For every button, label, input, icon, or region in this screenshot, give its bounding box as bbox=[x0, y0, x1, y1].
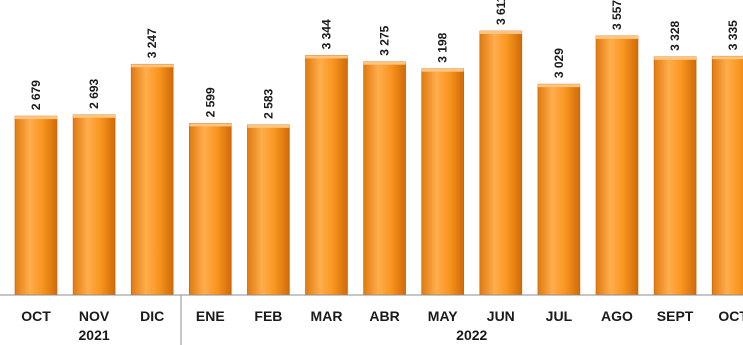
category-label-3: ENE bbox=[196, 308, 225, 324]
category-label-8: JUN bbox=[487, 308, 515, 324]
value-label-10: 3 557 bbox=[610, 0, 624, 30]
bar-mar-5 bbox=[305, 55, 348, 296]
value-label-11: 3 328 bbox=[668, 20, 682, 50]
bar-may-7 bbox=[421, 68, 465, 296]
bar-cap-5 bbox=[305, 55, 348, 59]
value-label-5: 3 344 bbox=[320, 19, 334, 49]
bar-dic-2 bbox=[130, 63, 174, 296]
bar-cap-10 bbox=[596, 35, 638, 39]
bar-sept-11 bbox=[653, 56, 697, 296]
category-labels-layer: OCT NOV DIC ENE FEB MAR ABR MAY JUN JUL AGO SEPT OCT bbox=[21, 308, 743, 324]
bar-cap-7 bbox=[421, 68, 464, 72]
value-label-2: 3 247 bbox=[145, 28, 159, 58]
value-label-9: 3 029 bbox=[552, 48, 566, 78]
value-label-0: 2 679 bbox=[29, 80, 43, 110]
group-labels-layer: 2021 2022 bbox=[79, 327, 488, 343]
bar-jul-9 bbox=[537, 83, 581, 296]
bar-nov-1 bbox=[72, 114, 116, 296]
bar-cap-3 bbox=[189, 123, 232, 127]
value-label-4: 2 583 bbox=[261, 88, 275, 118]
group-label-2021: 2021 bbox=[79, 327, 110, 343]
bar-cap-1 bbox=[73, 114, 116, 118]
value-label-6: 3 275 bbox=[378, 25, 392, 55]
bar-oct-12 bbox=[711, 55, 743, 296]
bar-cap-0 bbox=[15, 116, 57, 120]
category-label-1: NOV bbox=[79, 308, 110, 324]
bar-feb-4 bbox=[247, 124, 290, 296]
value-label-1: 2 693 bbox=[87, 78, 101, 108]
bar-cap-2 bbox=[131, 64, 174, 68]
bar-abr-6 bbox=[363, 61, 406, 296]
value-label-7: 3 198 bbox=[436, 32, 450, 62]
bars-layer bbox=[14, 30, 743, 296]
bar-ene-3 bbox=[189, 123, 232, 296]
category-label-4: FEB bbox=[254, 308, 282, 324]
value-label-12: 3 335 bbox=[726, 20, 740, 50]
category-label-7: MAY bbox=[428, 308, 458, 324]
value-label-3: 2 599 bbox=[203, 87, 217, 117]
category-label-9: JUL bbox=[546, 308, 573, 324]
bar-cap-8 bbox=[479, 31, 522, 35]
category-label-11: SEPT bbox=[657, 308, 694, 324]
category-label-6: ABR bbox=[369, 308, 399, 324]
category-label-12: OCT bbox=[718, 308, 743, 324]
bar-cap-9 bbox=[537, 84, 580, 88]
bar-cap-12 bbox=[712, 56, 743, 60]
category-label-10: AGO bbox=[601, 308, 633, 324]
category-label-2: DIC bbox=[140, 308, 164, 324]
value-label-8: 3 611 bbox=[494, 0, 508, 25]
bar-cap-6 bbox=[363, 61, 406, 65]
bar-cap-11 bbox=[654, 56, 697, 60]
category-label-5: MAR bbox=[311, 308, 343, 324]
bar-jun-8 bbox=[479, 30, 523, 296]
bar-ago-10 bbox=[595, 35, 639, 296]
group-label-2022: 2022 bbox=[456, 327, 487, 343]
category-label-0: OCT bbox=[21, 308, 51, 324]
bar-oct-0 bbox=[14, 115, 58, 296]
value-labels-layer: 2 679 2 693 3 247 2 599 2 583 3 344 3 275 3 198… bbox=[29, 0, 740, 119]
bar-cap-4 bbox=[247, 124, 290, 128]
